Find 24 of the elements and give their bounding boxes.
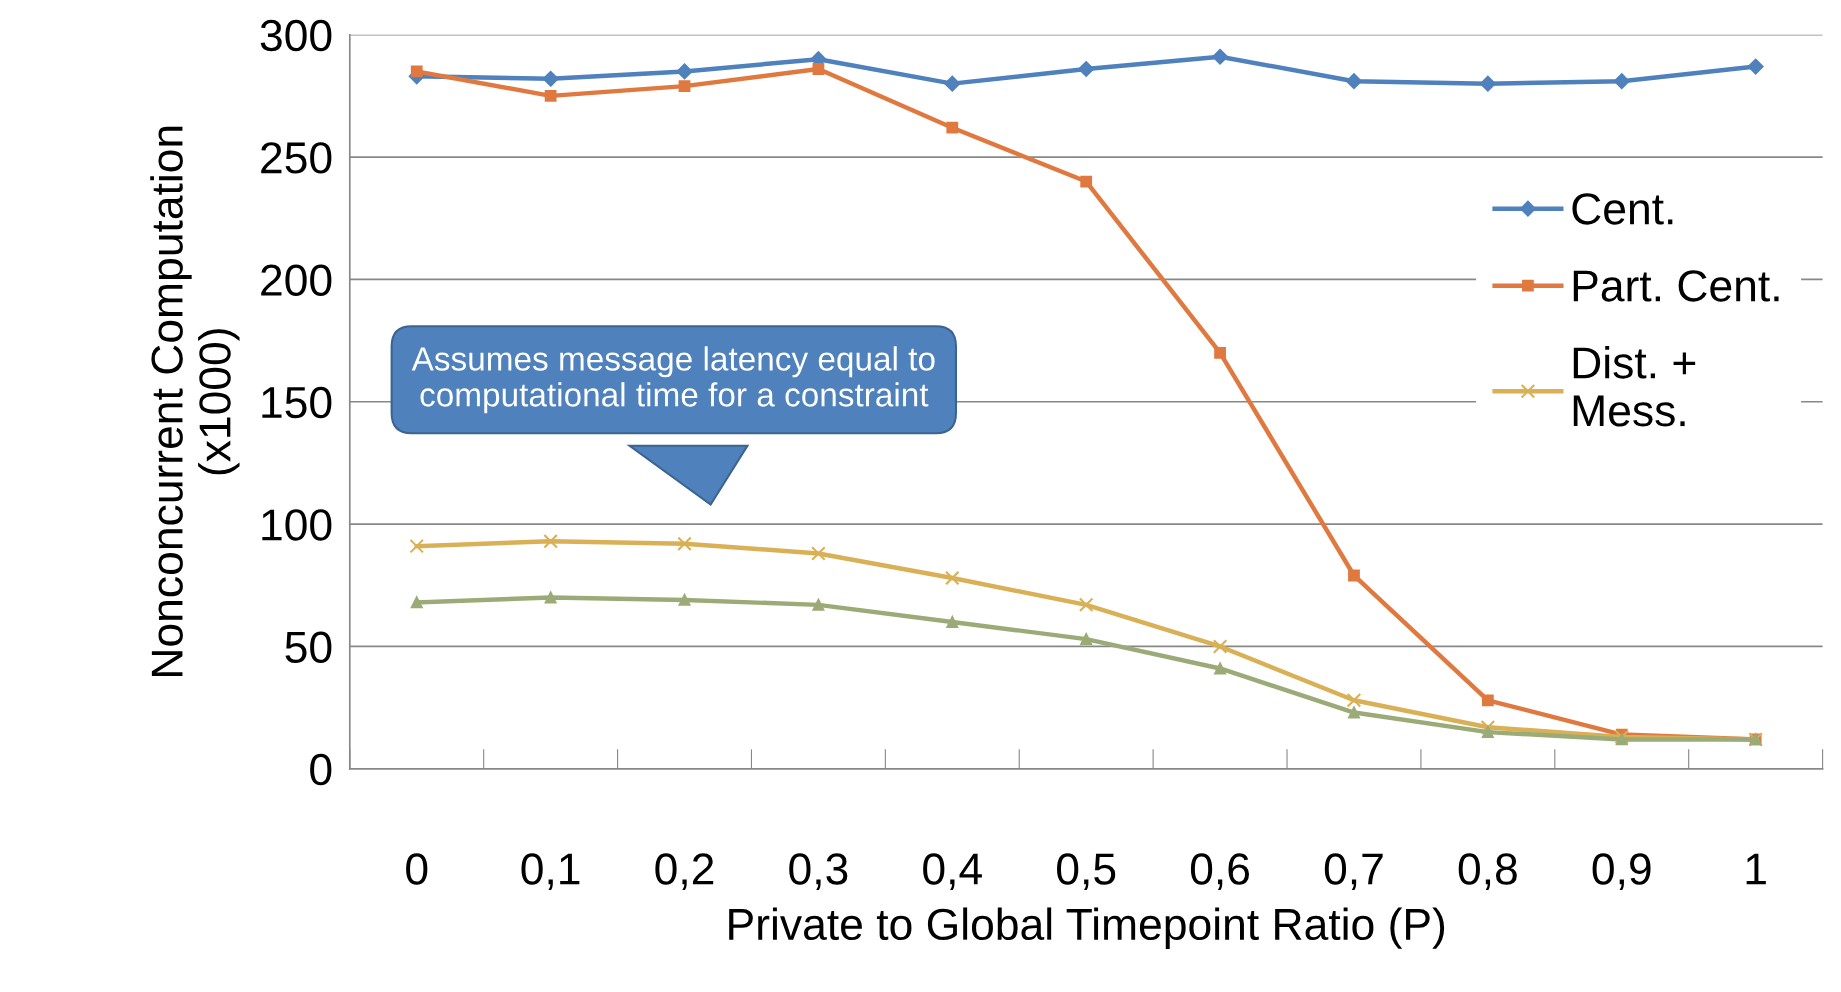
x-tick-label: 0,8: [1458, 853, 1517, 891]
x-axis-title: Private to Global Timepoint Ratio (P): [729, 907, 1445, 949]
x-tick-label: 1: [1746, 853, 1766, 885]
x-tick-label: 0,3: [789, 853, 848, 891]
x-tick-label: 0,2: [655, 853, 714, 891]
y-tick-label: 50: [285, 631, 332, 663]
x-tick-label: 0: [406, 853, 428, 885]
legend-label: Part. Cent.: [1573, 270, 1779, 302]
legend-label: Dist. + Mess.: [1573, 346, 1696, 427]
x-tick-label: 0,4: [923, 853, 982, 891]
y-tick-label: 0: [310, 753, 332, 786]
x-tick-label: 0,5: [1057, 853, 1116, 891]
y-tick-label: 200: [261, 264, 332, 296]
legend-label: Cent.: [1572, 193, 1673, 225]
y-tick-label: 150: [262, 386, 332, 419]
y-tick-label: 300: [260, 19, 332, 52]
x-tick-label: 0,6: [1190, 853, 1250, 891]
x-tick-label: 0,1: [521, 853, 580, 891]
y-tick-label: 250: [261, 142, 332, 174]
x-tick-label: 0,7: [1324, 853, 1383, 891]
y-axis-title: Nonconcurrent Computation (x1000): [150, 126, 240, 677]
y-tick-label: 100: [262, 509, 332, 541]
annotation: Assumes message latency equal to computational time for a constraint: [411, 346, 935, 414]
x-tick-label: 0,9: [1592, 853, 1651, 891]
